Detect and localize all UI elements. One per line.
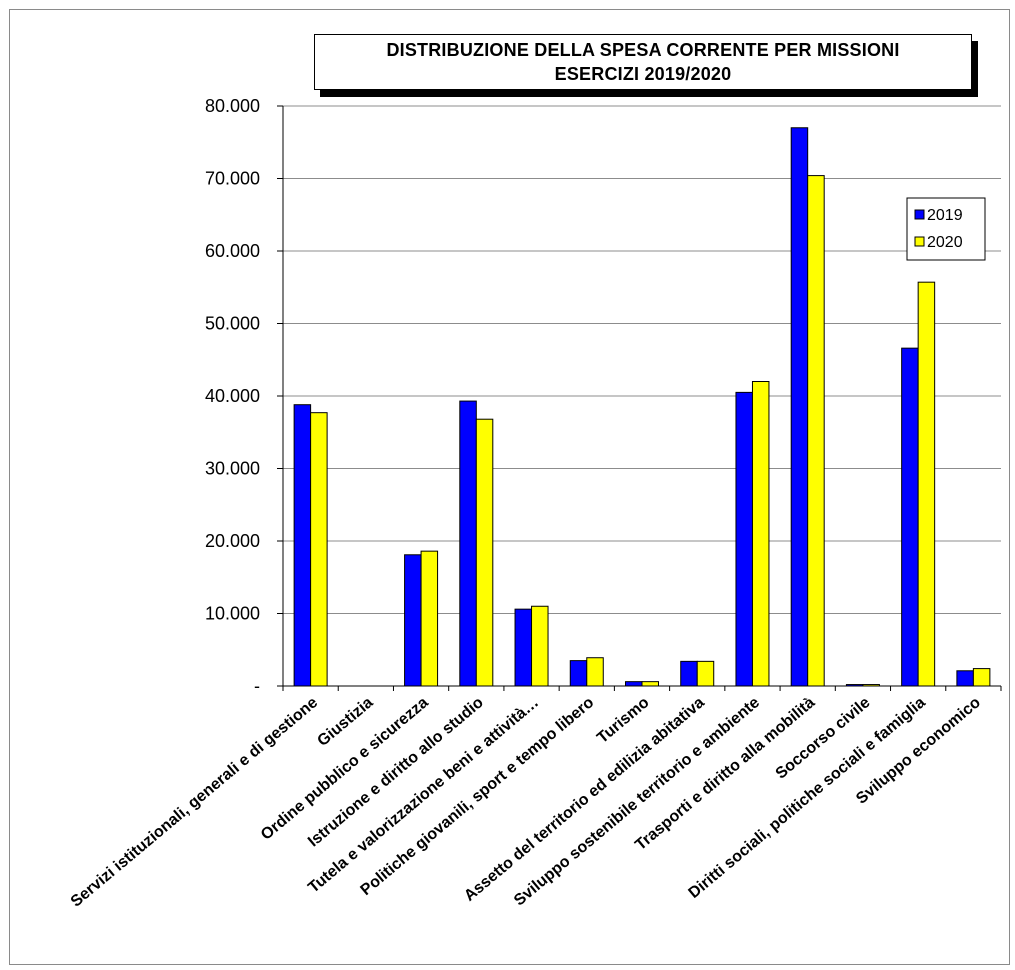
bar-2020-10 bbox=[807, 175, 825, 687]
legend-swatch-2020 bbox=[914, 236, 925, 247]
legend-label-2020: 2020 bbox=[927, 234, 963, 251]
bar-2019-9 bbox=[735, 391, 753, 687]
bar-2020-12 bbox=[917, 281, 936, 687]
y-tick-label: 30.000 bbox=[205, 459, 260, 479]
bar-2019-5 bbox=[514, 608, 533, 687]
chart-subtitle: ESERCIZI 2019/2020 bbox=[554, 64, 732, 84]
bar-2020-1 bbox=[310, 412, 328, 687]
y-tick-label: 80.000 bbox=[205, 96, 260, 116]
y-tick-label: 40.000 bbox=[205, 386, 260, 406]
chart-frame bbox=[9, 9, 1010, 965]
bar-2020-11 bbox=[862, 684, 880, 687]
bar-2020-9 bbox=[751, 381, 770, 687]
bar-2019-6 bbox=[569, 660, 588, 687]
bar-2020-6 bbox=[586, 657, 604, 687]
bar-2020-7 bbox=[641, 681, 659, 687]
bar-2020-3 bbox=[420, 550, 439, 687]
legend-box bbox=[906, 197, 986, 261]
y-tick-label: - bbox=[254, 676, 260, 696]
chart-title: DISTRIBUZIONE DELLA SPESA CORRENTE PER M… bbox=[386, 40, 900, 60]
gridlines bbox=[283, 105, 1001, 614]
bar-2020-4 bbox=[475, 418, 494, 687]
category-label: Servizi istituzionali, generali e di ges… bbox=[68, 694, 321, 911]
bar-2020-5 bbox=[531, 605, 549, 687]
y-tick-label: 60.000 bbox=[205, 241, 260, 261]
y-tick-label: 10.000 bbox=[205, 604, 260, 624]
category-labels: Servizi istituzionali, generali e di ges… bbox=[68, 694, 984, 911]
bar-2019-1 bbox=[293, 404, 312, 687]
bars bbox=[293, 127, 991, 687]
bar-2019-8 bbox=[680, 660, 698, 687]
bar-2019-11 bbox=[845, 684, 864, 687]
bar-2019-12 bbox=[901, 347, 919, 687]
y-tick-label: 70.000 bbox=[205, 169, 260, 189]
bar-2020-13 bbox=[972, 668, 991, 687]
bar-2019-4 bbox=[459, 400, 477, 687]
bar-2019-13 bbox=[956, 670, 974, 687]
chart-title-box: DISTRIBUZIONE DELLA SPESA CORRENTE PER M… bbox=[314, 34, 972, 90]
y-tick-label: 50.000 bbox=[205, 314, 260, 334]
legend-label-2019: 2019 bbox=[927, 207, 963, 224]
legend-swatch-2019 bbox=[914, 209, 925, 220]
bar-2019-10 bbox=[790, 127, 809, 687]
y-tick-label: 20.000 bbox=[205, 531, 260, 551]
bar-2019-3 bbox=[404, 554, 422, 687]
legend: 2019 2020 bbox=[906, 197, 986, 261]
category-label: Soccorso civile bbox=[773, 694, 874, 783]
axes: - 10.000 20.000 30.000 40.000 50.000 60.000 70.… bbox=[205, 96, 1002, 696]
bar-2019-7 bbox=[625, 681, 643, 687]
bar-2020-8 bbox=[696, 660, 715, 687]
